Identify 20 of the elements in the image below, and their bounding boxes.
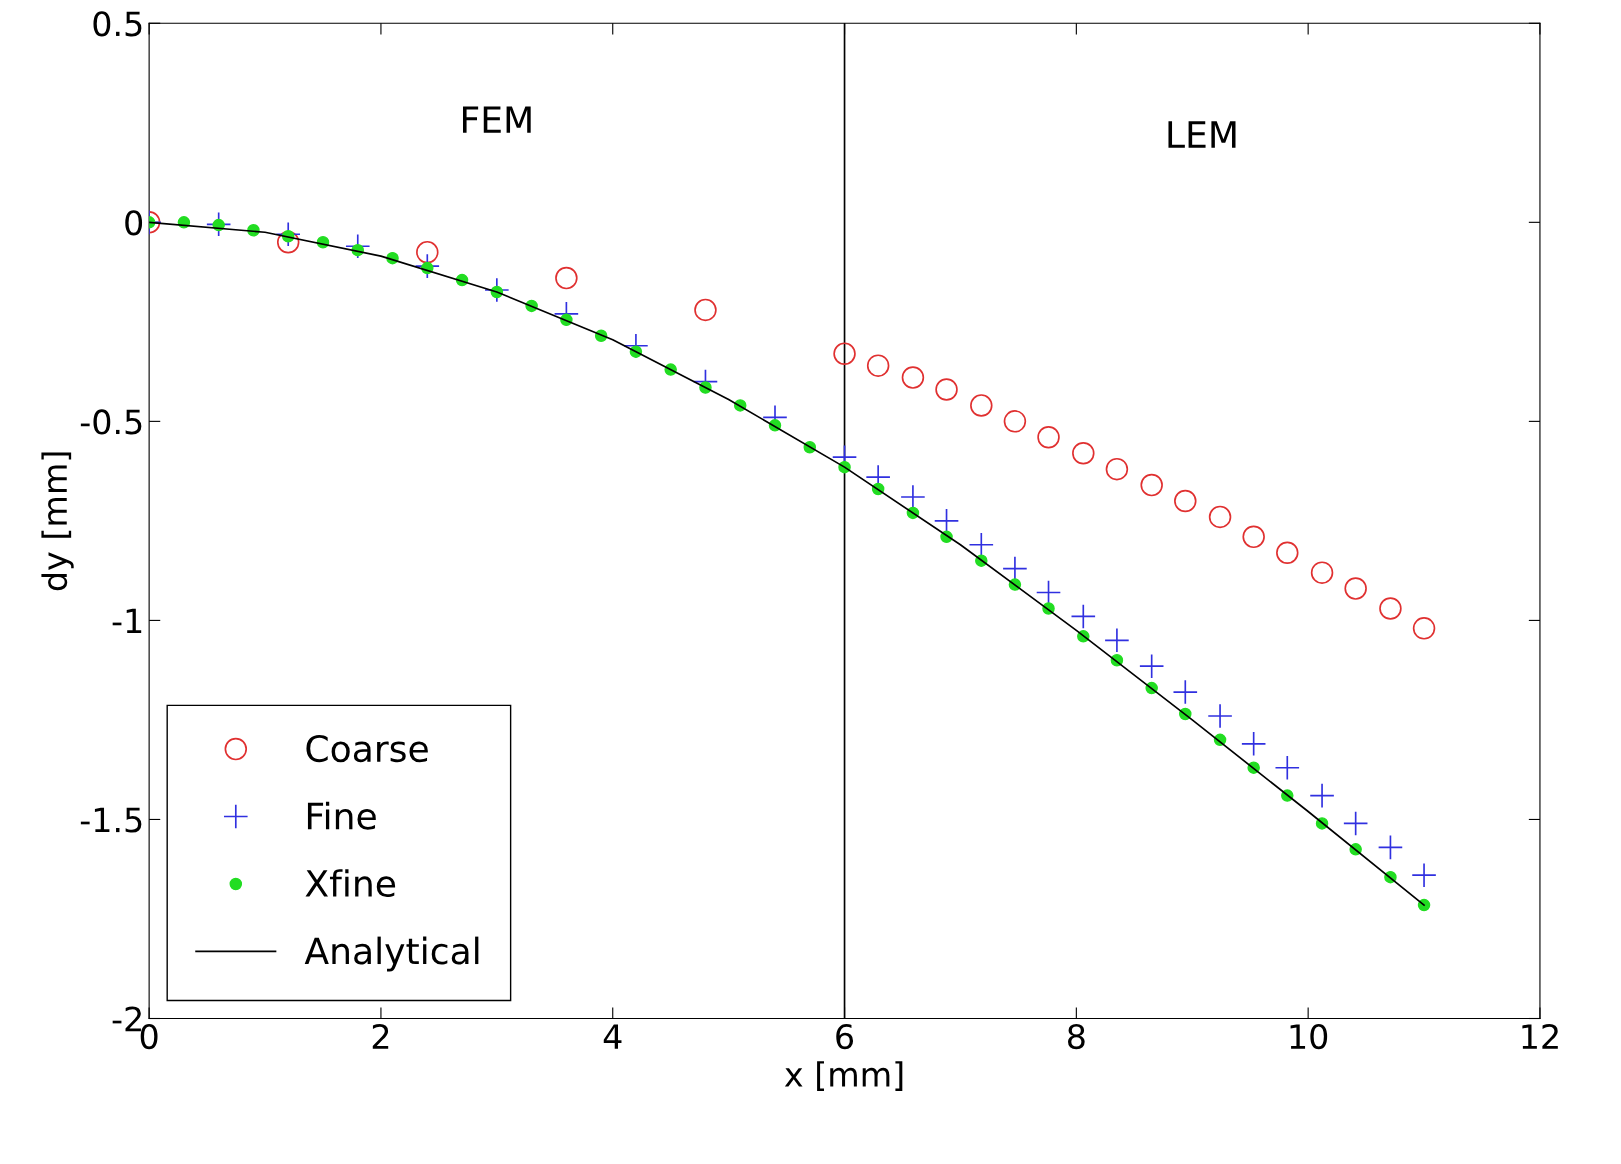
y-tick-label: -0.5 xyxy=(80,409,142,435)
legend-label: Coarse xyxy=(306,734,428,763)
annotation: LEM xyxy=(1168,121,1236,148)
y-tick-label: -2 xyxy=(112,1006,141,1032)
y-tick-label: 0 xyxy=(125,210,143,236)
x-tick-label: 2 xyxy=(372,1023,389,1049)
x-tick-label: 12 xyxy=(1522,1023,1558,1049)
y-axis-title: dy [mm] xyxy=(41,452,74,591)
y-tick-label: -1.5 xyxy=(80,807,142,833)
legend-label: Fine xyxy=(307,801,376,830)
y-tick-label: -1 xyxy=(112,608,142,634)
annotation: FEM xyxy=(463,106,531,133)
y-tick-label: 0.5 xyxy=(93,11,142,37)
x-tick-label: 6 xyxy=(836,1023,854,1050)
x-tick-label: 10 xyxy=(1290,1023,1328,1050)
legend-label: Xfine xyxy=(305,869,396,898)
legend-label: Analytical xyxy=(304,936,479,972)
x-axis-title: x [mm] xyxy=(784,1061,903,1091)
x-tick-label: 4 xyxy=(603,1024,622,1049)
x-tick-label: 8 xyxy=(1068,1023,1085,1050)
